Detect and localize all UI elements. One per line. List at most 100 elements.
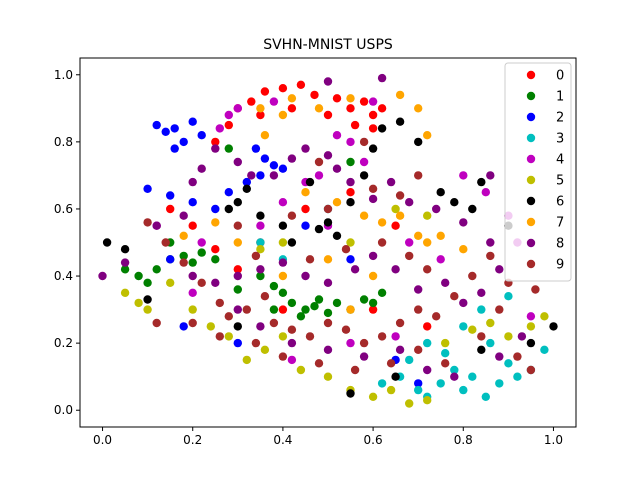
point-8-31 bbox=[278, 258, 288, 267]
point-5-9 bbox=[278, 332, 288, 341]
legend-marker-4 bbox=[526, 154, 536, 164]
point-0-21 bbox=[211, 245, 220, 254]
x-tick-label: 1.0 bbox=[544, 433, 563, 447]
point-4-14 bbox=[481, 188, 490, 197]
point-3-21 bbox=[256, 238, 265, 247]
point-6-24 bbox=[391, 372, 400, 381]
point-8-23 bbox=[459, 298, 468, 308]
point-5-21 bbox=[526, 322, 536, 331]
point-5-0 bbox=[120, 288, 130, 297]
point-8-2 bbox=[152, 221, 161, 230]
point-2-6 bbox=[170, 144, 179, 153]
point-9-13 bbox=[359, 338, 369, 348]
point-6-23 bbox=[346, 389, 355, 398]
point-8-25 bbox=[414, 285, 423, 294]
point-7-6 bbox=[414, 104, 423, 113]
point-5-10 bbox=[296, 365, 306, 375]
point-8-30 bbox=[301, 271, 310, 281]
point-2-3 bbox=[179, 137, 188, 147]
point-5-27 bbox=[423, 211, 432, 220]
point-7-3 bbox=[314, 104, 324, 113]
legend-label-7: 7 bbox=[556, 216, 564, 231]
point-1-3 bbox=[152, 265, 161, 274]
point-9-8 bbox=[269, 318, 279, 328]
point-2-16 bbox=[211, 204, 220, 214]
point-2-8 bbox=[260, 154, 270, 163]
point-0-20 bbox=[233, 265, 242, 274]
point-3-14 bbox=[486, 338, 495, 348]
point-9-44 bbox=[414, 171, 423, 180]
point-9-10 bbox=[305, 332, 315, 341]
chart-title: SVHN-MNIST USPS bbox=[263, 37, 393, 53]
point-8-6 bbox=[211, 144, 220, 153]
point-2-0 bbox=[152, 120, 161, 130]
point-3-19 bbox=[405, 355, 414, 365]
point-6-20 bbox=[468, 204, 477, 214]
point-5-24 bbox=[278, 238, 288, 247]
point-7-5 bbox=[395, 90, 405, 100]
point-8-22 bbox=[477, 288, 486, 297]
point-8-36 bbox=[233, 305, 242, 314]
point-8-34 bbox=[211, 278, 220, 287]
point-8-45 bbox=[517, 332, 527, 341]
point-6-10 bbox=[323, 218, 333, 227]
point-9-2 bbox=[179, 258, 188, 267]
x-tick-label: 0.6 bbox=[364, 433, 383, 447]
point-2-2 bbox=[170, 124, 179, 133]
point-0-24 bbox=[278, 305, 288, 314]
y-tick-label: 1.0 bbox=[54, 68, 73, 82]
point-2-21 bbox=[233, 338, 242, 348]
point-8-10 bbox=[287, 154, 297, 163]
legend-marker-3 bbox=[526, 133, 536, 143]
point-9-15 bbox=[395, 318, 405, 328]
legend-marker-6 bbox=[526, 196, 536, 206]
point-1-10 bbox=[269, 281, 279, 291]
legend-label-3: 3 bbox=[556, 132, 564, 147]
point-1-11 bbox=[278, 288, 288, 297]
point-1-26 bbox=[224, 144, 233, 153]
point-4-22 bbox=[346, 338, 355, 348]
series-0 bbox=[166, 80, 432, 331]
point-8-43 bbox=[450, 372, 459, 381]
point-6-27 bbox=[549, 322, 558, 331]
point-3-2 bbox=[414, 385, 423, 395]
point-3-18 bbox=[423, 338, 432, 348]
point-6-16 bbox=[395, 117, 405, 126]
point-9-22 bbox=[531, 285, 540, 294]
y-axis: 0.0 0.2 0.4 0.6 0.8 1.0 bbox=[54, 68, 80, 417]
point-1-13 bbox=[301, 305, 310, 314]
point-3-20 bbox=[441, 349, 450, 358]
point-1-1 bbox=[134, 271, 143, 281]
point-2-12 bbox=[242, 177, 251, 187]
legend-label-2: 2 bbox=[556, 111, 564, 126]
y-tick-label: 0.4 bbox=[54, 269, 73, 283]
point-9-28 bbox=[386, 359, 396, 368]
point-0-10 bbox=[377, 104, 387, 113]
point-8-41 bbox=[395, 345, 405, 354]
x-tick-label: 0.8 bbox=[454, 433, 473, 447]
point-9-9 bbox=[287, 325, 297, 334]
point-9-6 bbox=[242, 305, 251, 314]
point-8-14 bbox=[346, 177, 355, 187]
point-8-40 bbox=[359, 352, 369, 361]
point-7-10 bbox=[359, 211, 369, 220]
point-0-15 bbox=[368, 124, 378, 133]
point-5-5 bbox=[206, 322, 215, 331]
point-7-23 bbox=[323, 255, 333, 264]
legend-marker-8 bbox=[526, 238, 536, 248]
point-8-48 bbox=[486, 171, 495, 180]
point-1-21 bbox=[314, 295, 324, 304]
point-4-24 bbox=[526, 312, 536, 321]
point-9-20 bbox=[486, 251, 495, 261]
point-3-15 bbox=[459, 322, 468, 331]
point-4-3 bbox=[269, 97, 279, 106]
point-1-23 bbox=[377, 288, 387, 297]
point-6-7 bbox=[278, 221, 288, 230]
point-8-35 bbox=[188, 271, 197, 281]
point-0-11 bbox=[256, 110, 265, 120]
legend-marker-2 bbox=[526, 112, 536, 122]
point-4-4 bbox=[368, 97, 378, 106]
point-9-27 bbox=[414, 345, 423, 354]
point-4-12 bbox=[256, 221, 265, 230]
point-8-4 bbox=[188, 177, 197, 187]
